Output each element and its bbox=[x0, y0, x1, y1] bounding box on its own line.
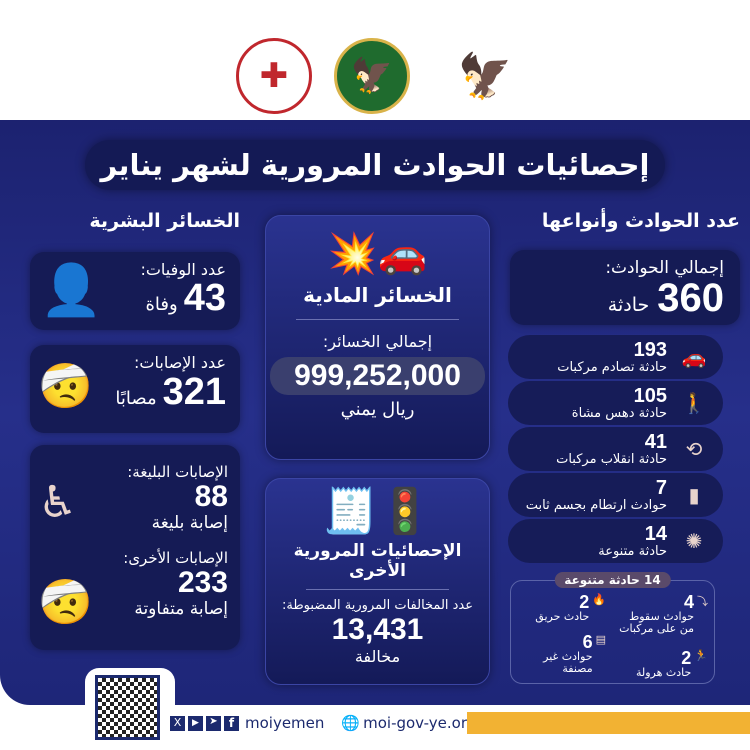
item-label: حوادث غير مصنفة bbox=[543, 650, 593, 675]
accident-type-list: 🚗 193 حادثة تصادم مركبات 🚶 105 حادثة دهس مشا… bbox=[508, 335, 723, 563]
list-item: 🚶 105 حادثة دهس مشاة bbox=[508, 381, 723, 425]
deaths-label: عدد الوفيات: bbox=[140, 260, 226, 279]
item-value: 14 bbox=[644, 522, 667, 545]
item-label: حادثة متنوعة bbox=[598, 543, 667, 559]
yemen-emblem-logo: 🦅 bbox=[457, 51, 513, 102]
total-accidents-box: إجمالي الحوادث: 360 حادثة bbox=[510, 250, 740, 325]
social-handle[interactable]: moiyemen bbox=[245, 714, 325, 732]
material-losses-box: 🚗💥 الخسائر المادية إجمالي الخسائر: 999,2… bbox=[265, 215, 490, 460]
item-label: حادثة دهس مشاة bbox=[571, 405, 667, 421]
page-title: إحصائيات الحوادث المرورية لشهر يناير bbox=[85, 140, 665, 190]
runner-icon: 🏃 bbox=[694, 649, 708, 662]
material-value: 999,252,000 bbox=[294, 359, 461, 392]
item-value: 4 bbox=[683, 592, 694, 612]
various-accidents-box: 14 حادثة متنوعة ⤵ 4 حوادث سقوط من على مركب… bbox=[510, 572, 715, 684]
other-unit: مخالفة bbox=[354, 647, 401, 666]
injuries-unit: مصابًا bbox=[115, 388, 157, 409]
other-label: عدد المخالفات المرورية المضبوطة: bbox=[281, 598, 474, 613]
material-unit: ريال يمني bbox=[340, 399, 415, 420]
other-injuries-label: الإصابات الأخرى: bbox=[123, 549, 228, 567]
deaths-value: 43 bbox=[183, 277, 226, 319]
police-academy-logo: ✚ bbox=[236, 38, 312, 114]
person-icon: 👤 bbox=[40, 261, 103, 319]
other-value: 13,431 bbox=[331, 613, 424, 646]
unclassified-icon: ▤ bbox=[595, 633, 606, 646]
item-value: 7 bbox=[655, 476, 667, 499]
human-losses-heading: الخسائر البشرية bbox=[89, 210, 240, 232]
fire-icon: 🔥 bbox=[592, 593, 606, 606]
item-label: حادث حريق bbox=[535, 610, 590, 623]
deaths-unit: وفاة bbox=[145, 294, 178, 315]
list-item: ✺ 14 حادثة متنوعة bbox=[508, 519, 723, 563]
item-label: حوادث ارتطام بجسم ثابت bbox=[525, 497, 667, 513]
total-value: 360 bbox=[657, 276, 724, 320]
various-badge: 14 حادثة متنوعة bbox=[554, 572, 671, 588]
other-stats-box: 🚦🧾 الإحصائيات المرورية الأخرى عدد المخال… bbox=[265, 478, 490, 685]
social-links: X ▶ ➤ f moiyemen 🌐 moi-gov-ye.org bbox=[170, 714, 476, 732]
total-label: إجمالي الحوادث: bbox=[605, 258, 724, 278]
accent-bar bbox=[467, 712, 750, 734]
item-label: حادثة انقلاب مركبات bbox=[556, 451, 667, 467]
facebook-icon[interactable]: f bbox=[224, 715, 239, 731]
severe-value: 88 bbox=[194, 480, 228, 513]
injured-people-icon: 🤕 bbox=[38, 361, 93, 412]
item-value: 193 bbox=[633, 338, 667, 361]
material-title: الخسائر المادية bbox=[303, 283, 452, 307]
material-label: إجمالي الخسائر: bbox=[322, 332, 433, 351]
telegram-icon[interactable]: ➤ bbox=[206, 715, 221, 731]
other-injuries-unit: إصابة متفاوتة bbox=[134, 599, 228, 619]
item-value: 2 bbox=[579, 592, 590, 612]
item-label: حادثة تصادم مركبات bbox=[557, 359, 667, 375]
deaths-box: 👤 عدد الوفيات: 43 وفاة bbox=[30, 252, 240, 330]
list-item: ▮ 7 حوادث ارتطام بجسم ثابت bbox=[508, 473, 723, 517]
various-icon: ✺ bbox=[685, 529, 703, 553]
other-injuries-value: 233 bbox=[177, 566, 228, 599]
car-wall-crash-icon: ▮ bbox=[688, 483, 700, 507]
severe-unit: إصابة بليغة bbox=[151, 513, 228, 533]
traffic-light-ticket-icon: 🚦🧾 bbox=[322, 486, 433, 537]
other-title: الإحصائيات المرورية الأخرى bbox=[293, 541, 462, 581]
accidents-heading: عدد الحوادث وأنواعها bbox=[541, 210, 740, 232]
car-collision-icon: 🚗 bbox=[681, 345, 707, 369]
youtube-icon[interactable]: ▶ bbox=[188, 715, 203, 731]
list-item: 🚗 193 حادثة تصادم مركبات bbox=[508, 335, 723, 379]
item-value: 41 bbox=[644, 430, 667, 453]
pedestrian-icon: 🚶 bbox=[681, 391, 707, 415]
injuries-label: عدد الإصابات: bbox=[134, 353, 226, 372]
wheelchair-icon: ♿ bbox=[38, 477, 78, 528]
list-item: ⟲ 41 حادثة انقلاب مركبات bbox=[508, 427, 723, 471]
item-value: 6 bbox=[582, 632, 593, 652]
car-rollover-icon: ⟲ bbox=[685, 437, 703, 461]
severe-label: الإصابات البليغة: bbox=[127, 463, 228, 481]
item-label: حوادث سقوط من على مركبات bbox=[619, 610, 694, 635]
item-label: حادث هرولة bbox=[635, 666, 692, 679]
injuries-value: 321 bbox=[162, 371, 226, 413]
item-value: 105 bbox=[633, 384, 667, 407]
fall-icon: ⤵ bbox=[697, 595, 708, 608]
globe-icon: 🌐 bbox=[341, 714, 361, 732]
x-icon[interactable]: X bbox=[170, 715, 185, 731]
injuries-box: 🤕 عدد الإصابات: 321 مصابًا bbox=[30, 345, 240, 433]
qr-code[interactable] bbox=[95, 675, 160, 740]
traffic-police-logo: 🦅 bbox=[334, 38, 410, 114]
item-value: 2 bbox=[681, 648, 692, 668]
bandaged-person-icon: 🤕 bbox=[38, 577, 93, 628]
coins-car-crash-icon: 🚗💥 bbox=[327, 231, 428, 277]
injury-details-box: ♿ 🤕 الإصابات البليغة: 88 إصابة بليغة الإ… bbox=[30, 445, 240, 650]
total-unit: حادثة bbox=[607, 294, 650, 316]
website-link[interactable]: moi-gov-ye.org bbox=[363, 714, 477, 732]
